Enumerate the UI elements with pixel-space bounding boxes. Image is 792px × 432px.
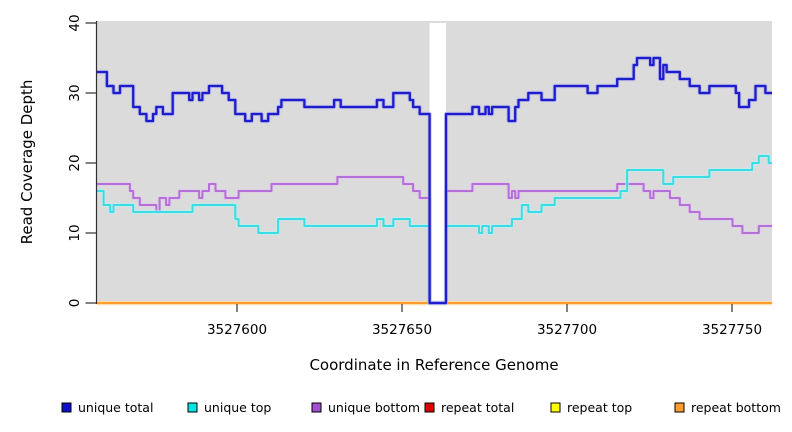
series-layer — [97, 55, 772, 306]
series-line-unique-total — [97, 56, 772, 305]
y-axis-title: Read Coverage Depth — [18, 80, 36, 245]
y-tick-label-10: 10 — [67, 224, 83, 241]
legend-label: repeat top — [567, 400, 632, 415]
series-line-unique-bottom — [97, 176, 772, 304]
legend-item-unique-bottom: unique bottom — [311, 400, 420, 415]
repeat-bottom-swatch-icon — [674, 402, 685, 413]
legend-label: repeat bottom — [691, 400, 781, 415]
y-tick-label-30: 30 — [67, 84, 83, 101]
x-tick-label-3527700: 3527700 — [537, 322, 597, 338]
legend-label: unique top — [204, 400, 271, 415]
legend: unique total unique top unique bottom re… — [61, 400, 781, 415]
x-tick-label-3527750: 3527750 — [702, 322, 762, 338]
legend-item-unique-total: unique total — [61, 400, 153, 415]
y-axis-ticks — [85, 22, 97, 304]
unique-total-swatch-icon — [61, 402, 72, 413]
legend-item-repeat-top: repeat top — [550, 400, 632, 415]
coverage-gap-band — [429, 23, 447, 303]
unique-bottom-swatch-icon — [311, 402, 322, 413]
y-tick-label-20: 20 — [67, 154, 83, 171]
legend-label: repeat total — [441, 400, 514, 415]
legend-item-repeat-total: repeat total — [424, 400, 514, 415]
legend-item-unique-top: unique top — [187, 400, 271, 415]
unique-top-swatch-icon — [187, 402, 198, 413]
repeat-top-swatch-icon — [550, 402, 561, 413]
legend-item-repeat-bottom: repeat bottom — [674, 400, 781, 415]
x-tick-label-3527600: 3527600 — [207, 322, 267, 338]
x-tick-label-3527650: 3527650 — [372, 322, 432, 338]
y-tick-label-40: 40 — [67, 14, 83, 31]
series-line-unique-top — [97, 155, 772, 304]
x-axis-title: Coordinate in Reference Genome — [309, 356, 558, 374]
legend-label: unique total — [78, 400, 153, 415]
legend-label: unique bottom — [328, 400, 420, 415]
x-axis-ticks — [236, 304, 733, 312]
y-tick-label-0: 0 — [67, 299, 83, 308]
repeat-total-swatch-icon — [424, 402, 435, 413]
